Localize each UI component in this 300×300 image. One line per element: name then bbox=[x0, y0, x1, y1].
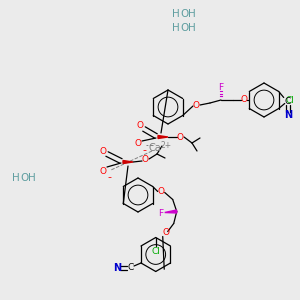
Text: O: O bbox=[162, 228, 169, 237]
Text: H: H bbox=[172, 23, 180, 33]
Text: O: O bbox=[193, 101, 200, 110]
Text: H: H bbox=[12, 173, 20, 183]
Text: O: O bbox=[20, 173, 28, 183]
Text: Cl: Cl bbox=[151, 247, 160, 256]
Polygon shape bbox=[165, 210, 177, 213]
Text: N: N bbox=[284, 110, 292, 121]
Text: O: O bbox=[136, 122, 143, 130]
Text: O: O bbox=[180, 23, 188, 33]
Text: F: F bbox=[158, 209, 163, 218]
Text: O: O bbox=[100, 167, 106, 176]
Text: Cl: Cl bbox=[285, 96, 294, 105]
Text: -: - bbox=[107, 172, 111, 182]
Text: N: N bbox=[113, 263, 121, 273]
Text: O: O bbox=[100, 146, 106, 155]
Polygon shape bbox=[158, 136, 168, 139]
Text: H: H bbox=[188, 9, 196, 19]
Polygon shape bbox=[123, 160, 133, 164]
Text: H: H bbox=[188, 23, 196, 33]
Text: O: O bbox=[241, 95, 248, 104]
Text: O: O bbox=[176, 133, 184, 142]
Text: H: H bbox=[172, 9, 180, 19]
Text: O: O bbox=[157, 187, 164, 196]
Text: F: F bbox=[218, 83, 224, 92]
Text: O: O bbox=[134, 140, 142, 148]
Text: O: O bbox=[142, 155, 148, 164]
Text: -: - bbox=[142, 145, 146, 155]
Text: O: O bbox=[180, 9, 188, 19]
Text: Ca: Ca bbox=[148, 143, 161, 153]
Text: 2+: 2+ bbox=[160, 140, 172, 149]
Text: H: H bbox=[28, 173, 36, 183]
Text: C: C bbox=[285, 97, 291, 106]
Text: C: C bbox=[128, 263, 134, 272]
